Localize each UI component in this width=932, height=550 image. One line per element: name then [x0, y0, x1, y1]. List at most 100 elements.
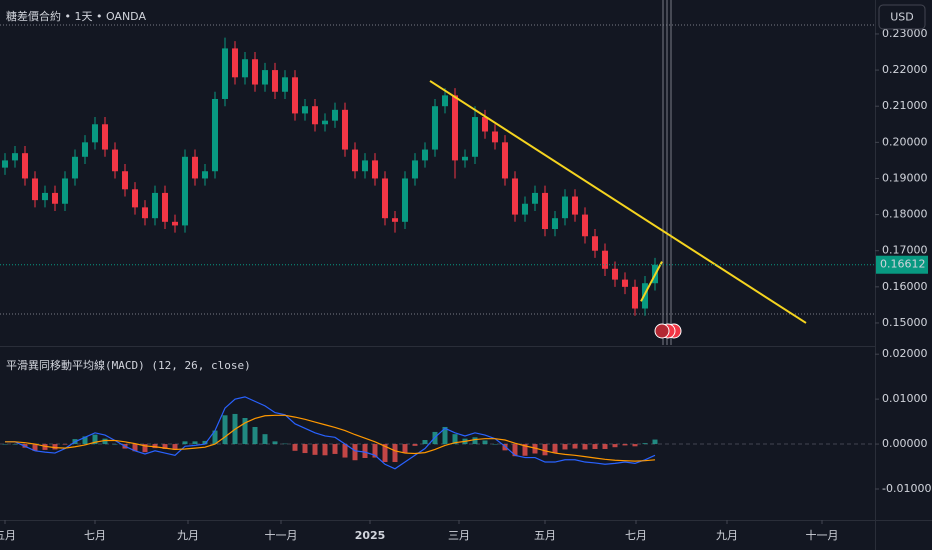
event-icon[interactable] [654, 323, 670, 339]
histogram-bar [62, 444, 68, 445]
histogram-bar [632, 444, 638, 447]
candle-body [572, 196, 578, 215]
x-tick-label: 五月 [0, 529, 16, 542]
candle-body [422, 149, 428, 161]
histogram-bar [502, 444, 508, 451]
histogram-bar [602, 444, 608, 450]
histogram-bar [422, 440, 428, 445]
candle-body [92, 124, 98, 143]
histogram-bar [92, 434, 98, 445]
histogram-bar [52, 444, 58, 450]
histogram-bar [152, 444, 158, 449]
y-tick-label: 0.00000 [882, 437, 928, 450]
candle-body [222, 48, 228, 99]
y-tick-label: 0.22000 [882, 63, 928, 76]
histogram-bar [252, 426, 258, 445]
trendline [640, 261, 663, 302]
indicator-line [5, 414, 656, 462]
y-tick-label: 0.17000 [882, 244, 928, 257]
histogram-bar [162, 444, 168, 450]
histogram-bar [522, 444, 528, 456]
y-tick-label: 0.20000 [882, 135, 928, 148]
candle-body [322, 120, 328, 125]
x-tick-label: 七月 [625, 529, 647, 542]
candle-body [342, 109, 348, 150]
y-tick-label: 0.16000 [882, 280, 928, 293]
candle-body [552, 218, 558, 230]
currency-label[interactable]: USD [890, 11, 914, 24]
candle-body [182, 156, 188, 226]
candle-body [542, 192, 548, 230]
candle-body [142, 207, 148, 219]
histogram-bar [302, 444, 308, 454]
candle-body [172, 221, 178, 226]
histogram-bar [442, 426, 448, 445]
histogram-bar [262, 434, 268, 445]
histogram-bar [42, 444, 48, 450]
histogram-bar [552, 444, 558, 454]
candle-body [412, 160, 418, 179]
candle-body [262, 70, 268, 85]
histogram-bar [622, 444, 628, 446]
histogram-bar [582, 444, 588, 450]
candle-body [12, 153, 18, 161]
candle-body [22, 153, 28, 179]
y-tick-label: 0.23000 [882, 27, 928, 40]
histogram-bar [182, 441, 188, 445]
candle-body [282, 77, 288, 92]
histogram-bar [362, 444, 368, 458]
candle-body [602, 250, 608, 269]
candle-body [212, 98, 218, 172]
candle-body [612, 268, 618, 280]
y-tick-label: 0.01000 [882, 392, 928, 405]
candle-body [62, 178, 68, 204]
candle-body [332, 109, 338, 121]
histogram-bar [612, 444, 618, 448]
histogram-bar [592, 444, 598, 450]
y-tick-label: -0.01000 [882, 482, 931, 495]
candle-body [292, 77, 298, 114]
histogram-bar [332, 444, 338, 454]
candle-body [312, 106, 318, 125]
histogram-bar [112, 444, 118, 445]
histogram-bar [142, 444, 148, 453]
histogram-bar [412, 444, 418, 446]
histogram-bar [452, 434, 458, 445]
event-icons[interactable] [654, 323, 682, 339]
candle-body [272, 70, 278, 92]
histogram-bar [242, 417, 248, 445]
histogram-bar [172, 444, 178, 450]
candle-body [442, 95, 448, 107]
histogram-bar [32, 444, 38, 451]
candle-body [112, 149, 118, 172]
candle-body [522, 203, 528, 215]
candle-body [372, 160, 378, 179]
candle-body [2, 160, 8, 168]
candle-body [502, 142, 508, 179]
candle-body [302, 106, 308, 114]
candle-body [122, 171, 128, 190]
candle-body [462, 156, 468, 161]
histogram-bar [652, 439, 658, 445]
candle-body [432, 106, 438, 150]
plot: 0.15000 0.16000 0.17000 0.18000 0.19000 0.200… [0, 27, 931, 542]
histogram-bar [572, 444, 578, 449]
histogram-bar [472, 437, 478, 445]
candle-body [592, 236, 598, 251]
x-tick-label: 三月 [448, 529, 470, 542]
histogram-bar [292, 444, 298, 451]
histogram-bar [492, 444, 498, 445]
histogram-bar [2, 444, 8, 445]
candle-body [562, 196, 568, 219]
candle-body [202, 171, 208, 179]
candle-body [102, 124, 108, 150]
histogram-bar [372, 444, 378, 458]
y-tick-label: 0.02000 [882, 347, 928, 360]
candle-body [162, 192, 168, 222]
currency-button[interactable] [878, 4, 926, 30]
candle-body [242, 59, 248, 78]
candle-body [512, 178, 518, 215]
candle-body [82, 142, 88, 157]
y-tick-label: 0.18000 [882, 208, 928, 221]
